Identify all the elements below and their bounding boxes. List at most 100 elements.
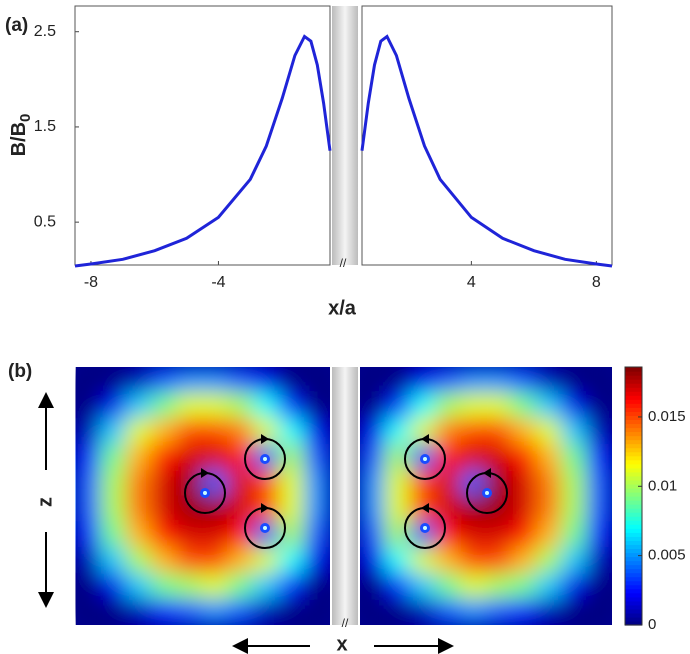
x-tick-label: -8 (84, 274, 98, 291)
heatmap-cell (304, 598, 330, 625)
colorbar-step (625, 467, 642, 473)
heatmap-cell (125, 418, 152, 445)
heatmap-cell (227, 547, 254, 574)
colorbar-step (625, 367, 642, 372)
heatmap-cell (535, 392, 563, 420)
y-tick-label: 0.5 (34, 213, 56, 230)
colorbar-step (625, 556, 642, 562)
heatmap-cell (176, 367, 203, 394)
vortex-arrows (201, 434, 491, 513)
heatmap-cell (435, 547, 462, 574)
colorbar-step (625, 564, 642, 570)
heatmap-cell (227, 443, 254, 471)
colorbar-step (625, 604, 642, 610)
plot-frame (74, 5, 331, 266)
colorbar-step (625, 427, 642, 433)
heatmap-cell (176, 572, 203, 600)
heatmap-cell (151, 469, 178, 497)
heatmap-cell (586, 547, 612, 574)
panel-label: (b) (8, 361, 32, 382)
heatmap-cell (360, 547, 386, 574)
heatmap-cell (202, 572, 229, 600)
heatmap-cell (278, 547, 305, 574)
break-mark: // (340, 256, 347, 270)
colorbar-step (625, 419, 642, 425)
heatmap-cell (176, 443, 203, 471)
heatmap-cell (75, 367, 101, 394)
heatmap-cell (561, 443, 588, 471)
colorbar-label: 0.015 (648, 408, 686, 425)
heatmap-cell (460, 443, 487, 471)
heatmap-cell (151, 443, 178, 471)
curve (74, 34, 332, 268)
vortex-cores (200, 454, 492, 533)
heatmap-cell (586, 443, 612, 471)
heatmap-cell (460, 547, 487, 574)
plot-frame (361, 5, 613, 266)
heatmap-cell (435, 495, 462, 523)
heatmap-cell (510, 547, 537, 574)
colorbar-step (625, 407, 642, 412)
colorbar-step (625, 439, 642, 445)
heatmap-cell (384, 469, 411, 497)
colorbar-step (625, 540, 642, 545)
heatmap-cell (409, 367, 437, 394)
heatmap-cell (510, 572, 537, 600)
heatmap-cell (409, 469, 437, 497)
heatmap-cell (176, 547, 203, 574)
heatmap-cell (535, 598, 563, 625)
colorbar-step (625, 443, 642, 449)
colorbar-step (625, 588, 642, 594)
heatmap-cell (409, 598, 437, 625)
heatmap-cell (409, 572, 437, 600)
colorbar-step (625, 504, 642, 509)
heatmap-cell (100, 367, 127, 394)
heatmap-cell (278, 598, 305, 625)
colorbar-frame (624, 366, 643, 626)
heatmap-cell (384, 547, 411, 574)
heatmap-cell (460, 521, 487, 549)
heatmap-cell (435, 443, 462, 471)
heatmap-cell (176, 521, 203, 549)
heatmap-cell (75, 572, 101, 600)
heatmap-cell (100, 547, 127, 574)
arrowhead (421, 503, 429, 513)
y-tick-label: 1.5 (34, 118, 56, 135)
heatmap-cell (561, 547, 588, 574)
heatmap-cell (253, 367, 280, 394)
colorbar-step (625, 459, 642, 465)
colorbar-label: 0 (648, 616, 656, 633)
colorbar-step (625, 612, 642, 618)
heatmap-cell (253, 547, 280, 574)
heatmap-cell (435, 572, 462, 600)
colorbar-step (625, 383, 642, 388)
heatmap-cell (485, 572, 512, 600)
heatmap-cell (304, 367, 330, 394)
heatmap-cell (253, 469, 280, 497)
heatmap-cell (304, 495, 330, 523)
heatmap-cell (460, 598, 487, 625)
heatmap-cell (535, 495, 563, 523)
heatmap-cell (561, 418, 588, 445)
heatmap-cell (253, 392, 280, 420)
core (485, 491, 489, 495)
colorbar-step (625, 463, 642, 469)
core (423, 526, 427, 530)
heatmap-cell (586, 495, 612, 523)
heatmap-cell (485, 418, 512, 445)
heatmap-cell (561, 469, 588, 497)
heatmap-cell (304, 443, 330, 471)
heatmap-cell (360, 418, 386, 445)
heatmap-cell (278, 521, 305, 549)
arrowhead (261, 503, 269, 513)
heatmap-cell (227, 572, 254, 600)
heatmap-cell (75, 392, 101, 420)
colorbar-step (625, 423, 642, 429)
colorbar-step (625, 524, 642, 529)
heatmap-cell (176, 418, 203, 445)
colorbar-step (625, 512, 642, 517)
heatmap-cell (360, 443, 386, 471)
heatmap-cell (384, 418, 411, 445)
colorbar-step (625, 592, 642, 598)
heatmap-cell (100, 392, 127, 420)
